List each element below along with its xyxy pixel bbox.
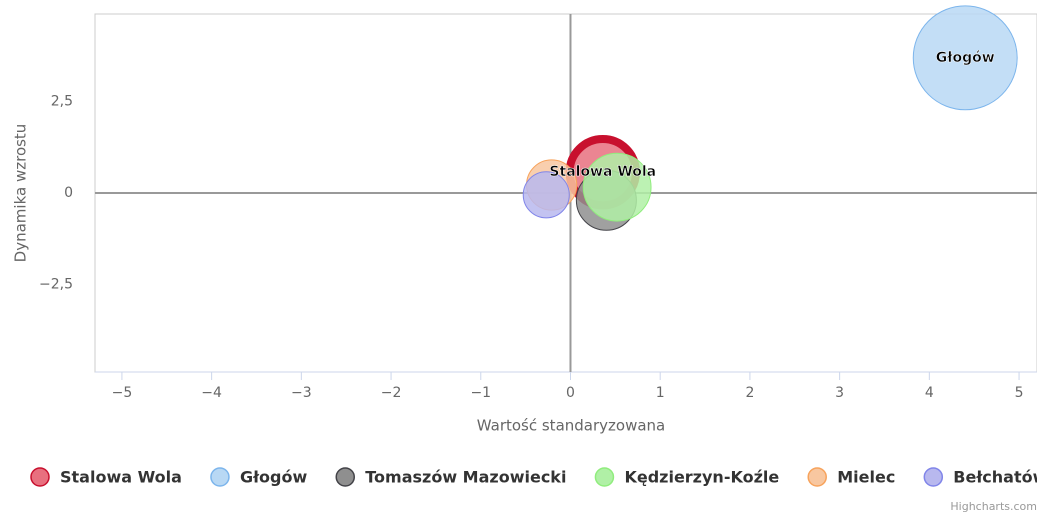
legend-label: Mielec [837,468,895,487]
x-tick-label: 5 [1015,385,1024,401]
bubble [522,171,570,219]
x-tick-label: −1 [470,385,491,401]
y-tick-label: 2,5 [51,94,73,110]
x-tick-label: 2 [745,385,754,401]
legend-marker [335,467,355,487]
y-axis-title: Dynamika wzrostu [12,124,30,263]
y-tick-label: −2,5 [39,276,73,292]
legend-marker [30,467,50,487]
x-tick-label: 3 [835,385,844,401]
legend-label: Tomaszów Mazowiecki [365,468,566,487]
legend-marker [807,467,827,487]
data-label: Stalowa Wola [549,164,656,180]
x-tick-label: −2 [381,385,402,401]
credits: Highcharts.com [950,500,1037,513]
y-tick-label: 0 [64,185,73,201]
x-tick-label: −3 [291,385,312,401]
bubble [912,5,1018,111]
data-label: Głogów [936,50,995,66]
legend-label: Stalowa Wola [60,468,182,487]
legend-label: Bełchatów [953,468,1037,487]
legend-label: Kędzierzyn-Koźle [624,468,779,487]
bubble [582,152,652,222]
legend-marker [923,467,944,487]
legend-marker [594,467,615,487]
x-axis-title: Wartość standaryzowana [477,417,665,435]
x-tick-label: 0 [566,385,575,401]
x-tick-label: 1 [656,385,665,401]
legend-label: Głogów [240,468,308,487]
x-tick-label: 4 [925,385,934,401]
x-tick-label: −4 [201,385,222,401]
legend-marker [210,467,230,487]
x-tick-label: −5 [112,385,133,401]
